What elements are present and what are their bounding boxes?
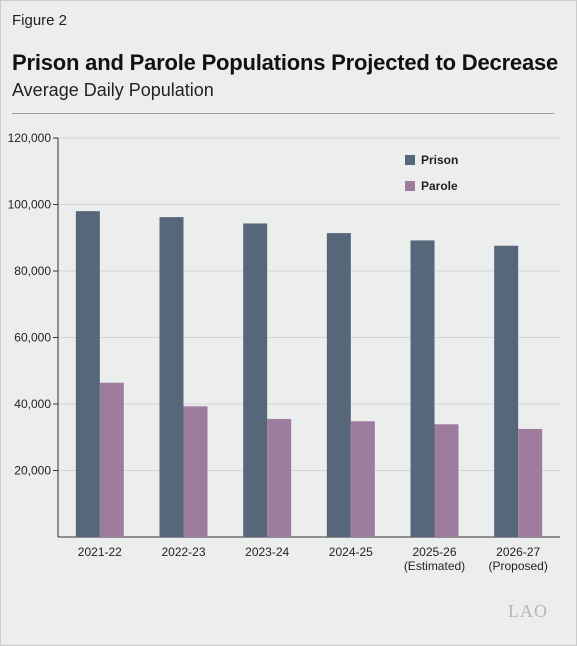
bar-parole-2 bbox=[267, 418, 292, 537]
bar-parole-1 bbox=[183, 406, 208, 537]
x-tick-label: (Proposed) bbox=[488, 559, 547, 573]
legend-swatch-parole bbox=[405, 181, 415, 191]
bar-parole-3 bbox=[350, 421, 375, 537]
bar-prison-3 bbox=[326, 233, 351, 537]
chart-title: Prison and Parole Populations Projected … bbox=[12, 50, 559, 75]
bar-prison-1 bbox=[159, 217, 184, 537]
bar-parole-5 bbox=[518, 428, 543, 537]
x-tick-label: 2024-25 bbox=[329, 545, 373, 559]
y-tick-label: 20,000 bbox=[14, 464, 51, 478]
title-divider bbox=[12, 113, 554, 114]
x-tick-label: 2023-24 bbox=[245, 545, 289, 559]
x-tick-label: 2025-26 bbox=[412, 545, 456, 559]
legend-swatch-prison bbox=[405, 155, 415, 165]
legend-label-parole: Parole bbox=[421, 179, 458, 193]
y-tick-label: 100,000 bbox=[8, 198, 52, 212]
bar-parole-4 bbox=[434, 424, 459, 537]
figure-label: Figure 2 bbox=[12, 12, 68, 29]
legend-label-prison: Prison bbox=[421, 153, 458, 167]
y-tick-label: 120,000 bbox=[8, 131, 52, 145]
bar-prison-2 bbox=[243, 223, 268, 537]
bar-parole-0 bbox=[99, 382, 124, 537]
x-tick-label: (Estimated) bbox=[404, 559, 465, 573]
chart-subtitle: Average Daily Population bbox=[12, 80, 214, 100]
x-tick-label: 2026-27 bbox=[496, 545, 540, 559]
y-tick-label: 80,000 bbox=[14, 264, 51, 278]
x-tick-label: 2021-22 bbox=[78, 545, 122, 559]
bar-prison-0 bbox=[75, 211, 100, 537]
y-tick-label: 60,000 bbox=[14, 331, 51, 345]
x-tick-label: 2022-23 bbox=[161, 545, 205, 559]
lao-logo: LAO bbox=[508, 601, 548, 621]
y-tick-label: 40,000 bbox=[14, 397, 51, 411]
bar-prison-4 bbox=[410, 240, 435, 537]
bar-prison-5 bbox=[494, 245, 519, 538]
